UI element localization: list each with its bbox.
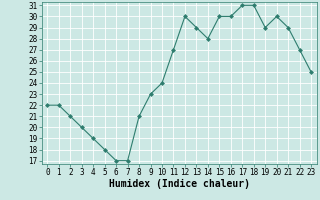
X-axis label: Humidex (Indice chaleur): Humidex (Indice chaleur) bbox=[109, 179, 250, 189]
